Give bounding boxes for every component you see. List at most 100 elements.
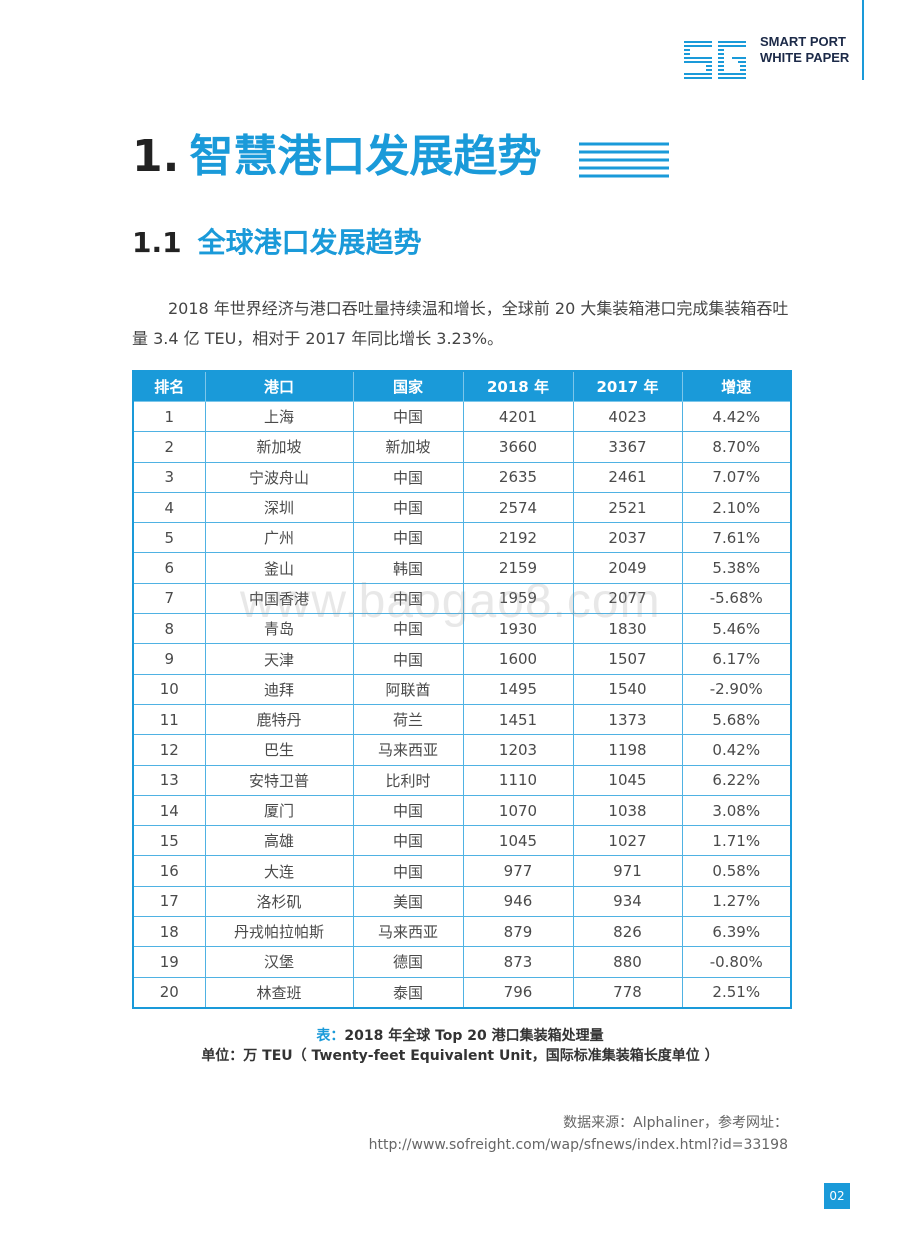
cell-port: 高雄 — [204, 825, 354, 857]
cell-2018: 1203 — [462, 734, 574, 766]
cell-2018: 977 — [462, 855, 574, 887]
cell-rank: 13 — [132, 764, 206, 796]
5g-logo-icon — [684, 41, 746, 79]
cell-port: 巴生 — [204, 734, 354, 766]
cell-2017: 1045 — [572, 764, 683, 796]
cell-2017: 1027 — [572, 825, 683, 857]
cell-rank: 16 — [132, 855, 206, 887]
data-source: 数据来源：Alphaliner，参考网址： http://www.sofreig… — [369, 1112, 788, 1156]
intro-paragraph: 2018 年世界经济与港口吞吐量持续温和增长，全球前 20 大集装箱港口完成集装… — [132, 299, 789, 348]
cell-2018: 1110 — [462, 764, 574, 796]
cell-rank: 20 — [132, 976, 206, 1009]
cell-2017: 1373 — [572, 703, 683, 736]
cell-country: 中国 — [352, 400, 464, 433]
cell-port: 天津 — [204, 643, 354, 675]
table-row: 4 深圳 中国 2574 2521 2.10% — [132, 491, 792, 524]
cell-2018: 1600 — [462, 643, 574, 675]
cell-country: 新加坡 — [352, 431, 464, 463]
section-text: 全球港口发展趋势 — [197, 226, 422, 259]
cell-2017: 934 — [572, 885, 683, 918]
section-title: 1.1 全球港口发展趋势 — [132, 224, 422, 262]
cell-2018: 946 — [462, 885, 574, 918]
cell-growth: 1.27% — [681, 885, 792, 918]
cell-growth: 0.58% — [681, 855, 792, 887]
cell-2018: 1495 — [462, 673, 574, 705]
cell-2017: 971 — [572, 855, 683, 887]
cell-country: 中国 — [352, 522, 464, 554]
table-row: 2 新加坡 新加坡 3660 3367 8.70% — [132, 431, 792, 463]
title-stripes-icon — [579, 142, 669, 178]
caption-prefix: 表： — [316, 1028, 345, 1044]
cell-2018: 4201 — [462, 400, 574, 433]
cell-country: 美国 — [352, 885, 464, 918]
logo-line2: WHITE PAPER — [760, 50, 850, 65]
cell-country: 中国 — [352, 825, 464, 857]
cell-rank: 4 — [132, 491, 206, 524]
cell-2018: 2192 — [462, 522, 574, 554]
table-caption: 表：2018 年全球 Top 20 港口集装箱处理量 — [0, 1026, 920, 1046]
caption-title: 2018 年全球 Top 20 港口集装箱处理量 — [344, 1028, 604, 1044]
cell-rank: 19 — [132, 946, 206, 978]
table-row: 16 大连 中国 977 971 0.58% — [132, 855, 792, 887]
cell-growth: 6.17% — [681, 643, 792, 675]
cell-2017: 2049 — [572, 552, 683, 584]
cell-port: 釜山 — [204, 552, 354, 584]
section-number: 1.1 — [132, 226, 182, 259]
cell-country: 中国 — [352, 794, 464, 827]
table-row: 20 林查班 泰国 796 778 2.51% — [132, 976, 792, 1009]
table-row: 11 鹿特丹 荷兰 1451 1373 5.68% — [132, 703, 792, 736]
cell-port: 鹿特丹 — [204, 703, 354, 736]
cell-rank: 9 — [132, 643, 206, 675]
cell-country: 中国 — [352, 582, 464, 615]
cell-rank: 17 — [132, 885, 206, 918]
source-line1: 数据来源：Alphaliner，参考网址： — [563, 1115, 788, 1131]
table-row: 15 高雄 中国 1045 1027 1.71% — [132, 825, 792, 857]
cell-2017: 1540 — [572, 673, 683, 705]
cell-2017: 1198 — [572, 734, 683, 766]
cell-port: 广州 — [204, 522, 354, 554]
cell-port: 迪拜 — [204, 673, 354, 705]
cell-rank: 12 — [132, 734, 206, 766]
header-port: 港口 — [204, 370, 354, 402]
cell-port: 深圳 — [204, 491, 354, 524]
cell-rank: 11 — [132, 703, 206, 736]
cell-growth: 5.38% — [681, 552, 792, 584]
header-rank: 排名 — [132, 370, 206, 402]
cell-growth: -0.80% — [681, 946, 792, 978]
cell-2017: 880 — [572, 946, 683, 978]
cell-growth: 3.08% — [681, 794, 792, 827]
cell-2017: 778 — [572, 976, 683, 1009]
table-row: 3 宁波舟山 中国 2635 2461 7.07% — [132, 461, 792, 493]
cell-growth: 0.42% — [681, 734, 792, 766]
watermark: www.baogao8.com — [240, 575, 661, 628]
table-row: 17 洛杉矶 美国 946 934 1.27% — [132, 885, 792, 918]
cell-country: 马来西亚 — [352, 734, 464, 766]
cell-country: 中国 — [352, 643, 464, 675]
cell-rank: 18 — [132, 916, 206, 948]
cell-growth: 5.46% — [681, 613, 792, 645]
cell-country: 中国 — [352, 613, 464, 645]
cell-2018: 2159 — [462, 552, 574, 584]
cell-port: 林查班 — [204, 976, 354, 1009]
table-row: 6 釜山 韩国 2159 2049 5.38% — [132, 552, 792, 584]
page-number: 02 — [824, 1183, 850, 1209]
cell-2017: 3367 — [572, 431, 683, 463]
cell-2017: 2521 — [572, 491, 683, 524]
table-row: 13 安特卫普 比利时 1110 1045 6.22% — [132, 764, 792, 796]
chapter-title: 1. 智慧港口发展趋势 — [132, 128, 541, 186]
table-row: 19 汉堡 德国 873 880 -0.80% — [132, 946, 792, 978]
header-2018: 2018 年 — [462, 370, 574, 402]
cell-2018: 1451 — [462, 703, 574, 736]
cell-rank: 8 — [132, 613, 206, 645]
port-ranking-table: 排名 港口 国家 2018 年 2017 年 增速 1 上海 中国 4201 4023 4… — [132, 370, 792, 1009]
cell-port: 汉堡 — [204, 946, 354, 978]
header-divider — [862, 0, 864, 80]
cell-port: 厦门 — [204, 794, 354, 827]
cell-growth: 7.07% — [681, 461, 792, 493]
cell-port: 安特卫普 — [204, 764, 354, 796]
cell-port: 青岛 — [204, 613, 354, 645]
cell-growth: 8.70% — [681, 431, 792, 463]
cell-2018: 796 — [462, 976, 574, 1009]
chapter-text: 智慧港口发展趋势 — [189, 131, 542, 182]
table-row: 18 丹戎帕拉帕斯 马来西亚 879 826 6.39% — [132, 916, 792, 948]
